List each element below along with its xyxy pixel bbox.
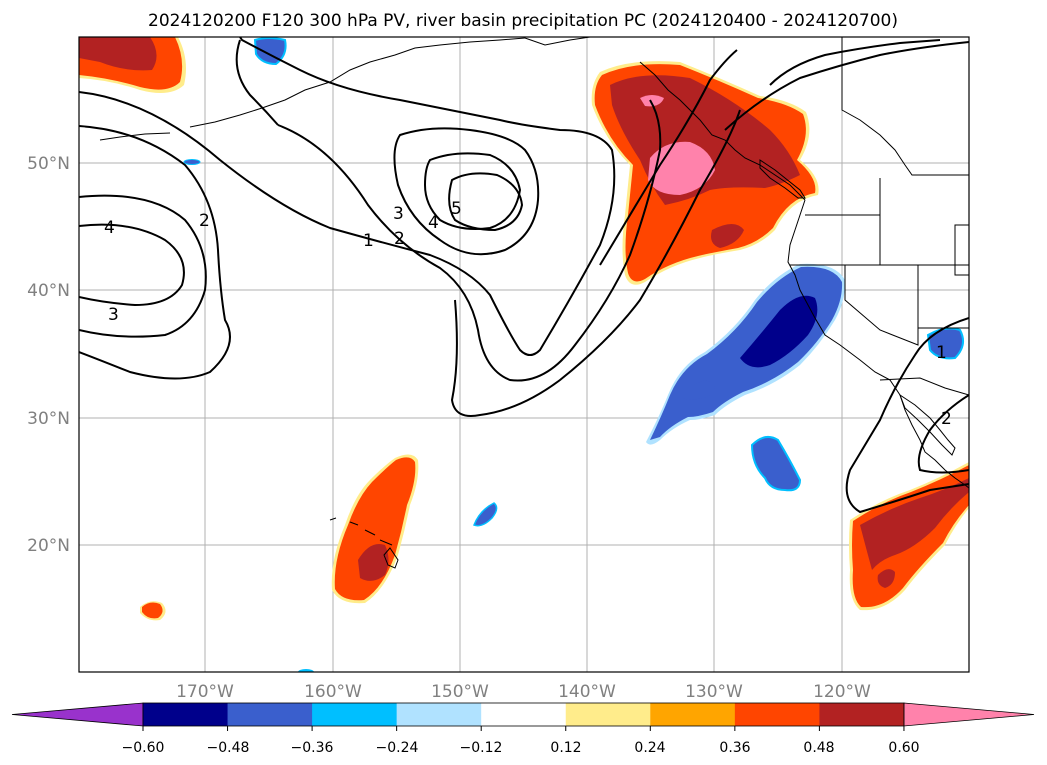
colorbar-tick: −0.24 [376,740,419,756]
negative-anomaly-south [750,435,802,492]
contour-label: 1 [363,231,374,251]
lat-label: 40°N [27,281,70,301]
colorbar-segment [312,703,398,726]
contour-1 [79,37,616,356]
colorbar-tick: −0.12 [460,740,503,756]
contour-5 [448,172,524,232]
colorbar-outline [142,702,905,727]
colorbar-ticks: −0.60 −0.48 −0.36 −0.24 −0.12 0.12 0.24 … [122,740,920,756]
precip-shading [79,37,969,672]
colorbar-segment [227,703,313,726]
contour-2-west [79,125,231,380]
colorbar-tick: 0.36 [719,740,750,756]
lon-labels: 170°W 160°W 150°W 140°W 130°W 120°W [176,682,871,702]
lon-label: 170°W [176,682,234,702]
contour-label: 3 [108,305,119,325]
colorbar-tick: −0.48 [207,740,250,756]
contour-3-west [79,194,207,338]
colorbar-segment [481,703,567,726]
colorbar-tick: −0.36 [291,740,334,756]
map-frame [78,36,970,673]
lat-label: 30°N [27,409,70,429]
contour-label: 1 [936,343,947,363]
colorbar [11,702,1035,731]
contour-labels: 4 2 3 1 2 3 4 5 1 2 [104,199,952,429]
contour-label: 2 [394,229,405,249]
colorbar-tick: 0.24 [634,740,665,756]
map-title: 2024120200 F120 300 hPa PV, river basin … [148,11,898,31]
contour-east-1 [724,41,969,131]
colorbar-segment [734,703,820,726]
colorbar-segment [143,703,229,726]
colorbar-segment [396,703,482,726]
lat-label: 20°N [27,536,70,556]
lon-label: 140°W [558,682,616,702]
pv-contours [79,37,969,514]
lat-label: 50°N [27,154,70,174]
colorbar-tick: −0.60 [122,740,165,756]
colorbar-segment [819,703,905,726]
contour-2 [277,99,662,382]
colorbar-segment [565,703,651,726]
contour-label: 4 [428,213,439,233]
lon-label: 150°W [431,682,489,702]
lon-label: 160°W [304,682,362,702]
colorbar-tick: 0.48 [803,740,834,756]
contour-4 [423,152,522,230]
lat-labels: 50°N 40°N 30°N 20°N [27,154,70,556]
contour-label: 2 [941,409,952,429]
contour-label: 2 [199,211,210,231]
coastlines [99,37,969,569]
lon-label: 130°W [685,682,743,702]
contour-label: 4 [104,218,115,238]
map-area [79,37,969,672]
lon-label: 120°W [813,682,871,702]
contour-3 [393,127,540,256]
contour-se [845,317,969,514]
contour-4-west [79,223,185,307]
colorbar-segment [650,703,736,726]
negative-anomaly-top [253,37,287,66]
contour-label: 5 [451,199,462,219]
colorbar-tick: 0.12 [550,740,581,756]
colorbar-tick: 0.60 [888,740,919,756]
contour-label: 3 [393,204,404,224]
colorbar-extend-low [11,702,144,727]
colorbar-extend-high [903,702,1035,727]
